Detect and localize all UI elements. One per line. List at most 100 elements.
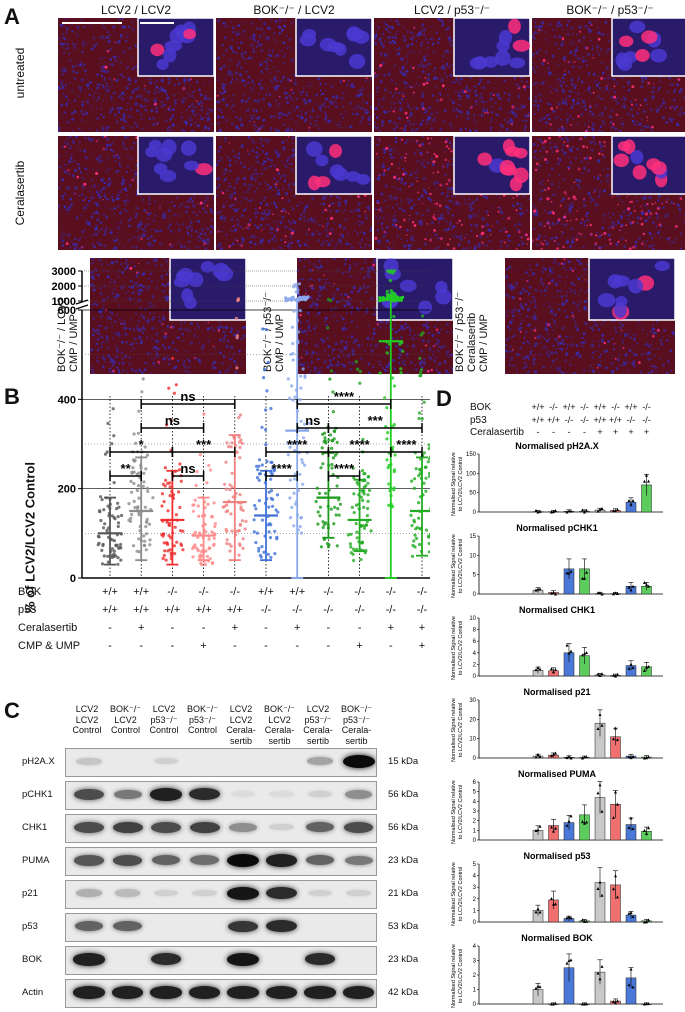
scatter-point [255,531,259,535]
blot-strip-5 [65,880,377,909]
scatter-point [270,472,274,476]
replicate-point [538,587,542,591]
scatter-point [106,504,110,508]
replicate-point [538,824,542,828]
bottom-label-3-line1: BOK⁻/⁻ / p53⁻/⁻ [454,291,466,372]
replicate-point [550,897,553,901]
scatter-point [362,505,366,509]
d-condition-value: +/+ [624,402,638,412]
scatter-point [116,562,120,566]
replicate-point [600,809,604,813]
scatter-point [101,526,106,530]
scatter-point [286,453,290,457]
scatter-point [354,522,358,526]
scatter-point [106,554,110,559]
scatter-point [197,531,202,535]
scatter-point [228,488,232,492]
scatter-point [119,546,123,550]
micrograph-r2-c2 [216,136,372,250]
scatter-point [319,545,323,549]
scatter-point [269,555,273,560]
chart-y-tick-label: 1 [473,908,477,914]
scatter-point [111,407,115,411]
d-condition-value: -/- [642,402,651,412]
scatter-point-high [378,296,382,300]
chart-y-tick-label: 4 [473,799,477,805]
bottom-label-3: BOK⁻/⁻ / p53⁻/⁻ Ceralasertib CMP / UMP [454,292,490,372]
blot-band [343,821,374,833]
scatter-point [148,543,152,547]
scatter-point [228,483,232,487]
replicate-point [538,910,542,914]
scatter-point [427,447,430,451]
scatter-point [257,546,261,550]
scatter-point [319,466,323,470]
scatter-point [385,458,389,462]
chart-y-tick-label: 3 [473,959,477,965]
scatter-point [427,541,430,546]
replicate-point [616,802,619,806]
y-tick-label-upper: 1000 [52,296,76,308]
blot-band [112,854,143,866]
scatter-point [239,438,243,442]
lane-header-line: LCV2 [114,714,137,725]
scatter-point [330,462,334,467]
scatter-point [239,505,243,509]
replicate-point [536,984,540,988]
replicate-point [645,920,648,924]
replicate-point [629,662,633,666]
condition-value: - [170,640,175,652]
scatter-point [264,408,268,412]
scatter-point [136,431,140,435]
scatter-point [275,535,279,540]
scatter-point [223,504,227,508]
scatter-point [366,493,370,497]
scatter-point [417,516,421,520]
lane-header-line: LCV2 [268,714,291,725]
scatter-point [115,507,119,511]
scatter-point [329,369,334,373]
scatter-point [178,468,182,472]
scatter-point [224,487,228,491]
chart-y-tick-label: 10 [469,553,476,559]
scatter-point [238,543,242,548]
scatter-point [291,342,295,346]
significance-bracket-6: ns [171,461,205,481]
blot-band [307,790,333,798]
scatter-point [236,297,240,301]
scatter-point [260,463,264,467]
scatter-point [316,510,320,514]
scatter-point [161,534,165,538]
blot-band [188,986,221,999]
micrograph-r1-c4 [532,18,685,132]
scatter-point-high [381,296,385,300]
lane-header-line: sertib [345,735,368,746]
scatter-point [335,440,339,444]
replicate-point [647,918,650,922]
scatter-point [321,520,325,524]
scatter-point [385,289,389,293]
chart-title: Normalised CHK1 [519,605,595,615]
scatter-point [224,460,228,464]
scatter-point [137,496,141,500]
scatter-point [112,481,116,485]
blot-band [346,889,371,897]
replicate-point [534,508,538,512]
chart-y-tick-label: 2 [473,973,477,979]
chart-ylabel: Normalised Signal relativeto LCV2/LCV2 C… [451,698,464,762]
significance-label: * [139,437,145,452]
chart-y-tick-label: 6 [473,639,477,645]
scatter-point [135,488,139,493]
scatter-point [286,377,290,381]
scatter-point [260,425,264,429]
d-condition-label-3: Ceralasertib [470,427,524,438]
scatter-point [130,471,134,475]
scatter-point [322,522,326,527]
replicate-point [581,918,584,922]
significance-label: **** [349,437,370,452]
scatter-point [262,550,266,554]
scatter-point [363,472,367,476]
replicate-point [631,584,635,588]
replicate-point [598,674,602,678]
scatter-point [131,458,136,462]
